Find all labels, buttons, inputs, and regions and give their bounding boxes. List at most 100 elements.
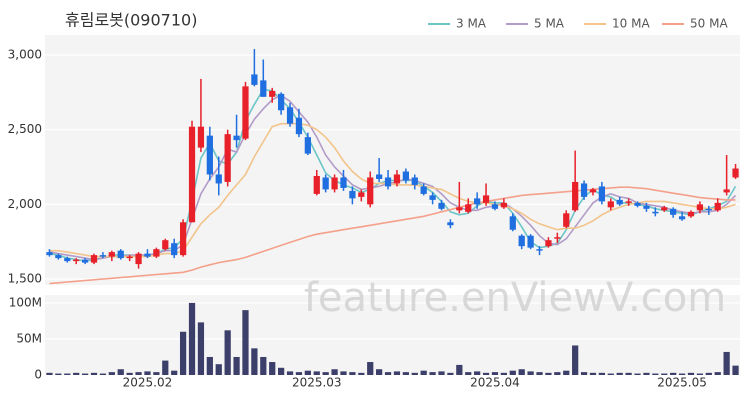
- candle-body: [349, 190, 356, 199]
- volume-bar: [465, 372, 472, 375]
- volume-bar: [500, 372, 507, 375]
- candle-body: [554, 237, 561, 239]
- candle-body: [420, 186, 427, 194]
- candle-body: [304, 137, 311, 154]
- candle-body: [215, 174, 222, 184]
- candle-body: [233, 135, 240, 141]
- legend-label: 50 MA: [690, 17, 728, 31]
- volume-bar: [358, 372, 365, 375]
- y-tick-label: 2,000: [8, 197, 42, 211]
- volume-bar: [527, 371, 534, 375]
- candle-body: [81, 259, 89, 263]
- volume-bar: [251, 348, 258, 375]
- x-tick-label: 2025.05: [657, 376, 707, 390]
- candle-body: [723, 189, 730, 193]
- volume-bar: [678, 373, 686, 375]
- volume-bar: [188, 302, 196, 375]
- volume-bar: [46, 372, 53, 375]
- volume-bar: [340, 371, 347, 375]
- volume-bar: [73, 372, 80, 375]
- volume-bar: [171, 370, 178, 375]
- volume-bar: [90, 372, 98, 375]
- candle-body: [269, 90, 276, 97]
- candle-body: [429, 195, 436, 200]
- volume-bar: [117, 369, 124, 375]
- candle-body: [313, 175, 320, 194]
- candle-body: [500, 202, 507, 208]
- volume-bar: [652, 373, 659, 375]
- volume-bar: [126, 372, 133, 375]
- volume-bar: [81, 373, 89, 375]
- volume-bar: [429, 372, 436, 375]
- candle-body: [376, 174, 383, 179]
- candle-body: [278, 93, 285, 111]
- volume-bar: [313, 371, 320, 375]
- candle-body: [607, 201, 614, 208]
- volume-bar: [269, 362, 276, 375]
- volume-panel: [45, 295, 740, 375]
- ma-line: [49, 94, 737, 261]
- candle-body: [260, 80, 267, 97]
- volume-bar: [456, 364, 463, 375]
- volume-bar: [572, 345, 579, 375]
- candle-body: [46, 252, 53, 256]
- candle-body: [536, 249, 543, 251]
- candle-body: [732, 168, 739, 178]
- volume-bar: [331, 369, 338, 375]
- volume-bar: [580, 372, 588, 375]
- candle-body: [162, 240, 169, 250]
- ma-line: [49, 186, 736, 285]
- volume-bar: [233, 356, 240, 375]
- volume-bar: [616, 372, 623, 375]
- volume-bar: [304, 370, 311, 375]
- y-tick-label: 2,500: [8, 122, 42, 136]
- x-tick-label: 2025.04: [470, 376, 520, 390]
- volume-bar: [607, 373, 614, 375]
- volume-bar: [536, 372, 543, 375]
- volume-bar: [162, 360, 169, 375]
- volume-bar: [670, 372, 677, 375]
- volume-bar: [322, 372, 329, 375]
- volume-bar: [206, 356, 213, 375]
- candle-body: [661, 207, 668, 211]
- volume-bar: [376, 369, 383, 375]
- volume-bar: [384, 372, 392, 375]
- y-tick-label: 1,500: [8, 272, 42, 286]
- candle-body: [197, 126, 205, 148]
- volume-bar: [242, 310, 249, 375]
- candle-body: [456, 207, 463, 211]
- candle-body: [224, 134, 231, 182]
- x-tick-label: 2025.03: [292, 376, 342, 390]
- volume-bar: [482, 372, 490, 375]
- volume-bar: [144, 371, 151, 375]
- candle-body: [73, 259, 80, 262]
- volume-bar: [278, 367, 285, 375]
- candle-body: [678, 216, 686, 220]
- candle-body: [358, 192, 365, 197]
- candle-body: [286, 107, 294, 124]
- candle-body: [171, 243, 178, 256]
- volume-bar: [349, 372, 356, 375]
- volume-bar: [598, 372, 606, 375]
- volume-bar: [447, 372, 454, 375]
- volume-bar: [438, 371, 445, 375]
- candle-body: [589, 189, 597, 193]
- candle-body: [696, 204, 704, 211]
- candle-body: [670, 208, 677, 215]
- candle-body: [465, 204, 472, 212]
- candle-body: [117, 250, 124, 259]
- volume-bar: [554, 372, 561, 375]
- candle-body: [411, 177, 418, 185]
- volume-bar: [687, 372, 695, 375]
- candle-body: [295, 117, 303, 135]
- candle-body: [652, 211, 659, 214]
- volume-bar: [696, 373, 704, 375]
- volume-bar: [55, 373, 62, 375]
- candle-body: [447, 222, 454, 226]
- candle-body: [188, 126, 196, 223]
- candle-body: [251, 74, 258, 85]
- volume-bar: [661, 373, 668, 375]
- volume-bar: [563, 370, 570, 375]
- ma-line: [49, 122, 736, 258]
